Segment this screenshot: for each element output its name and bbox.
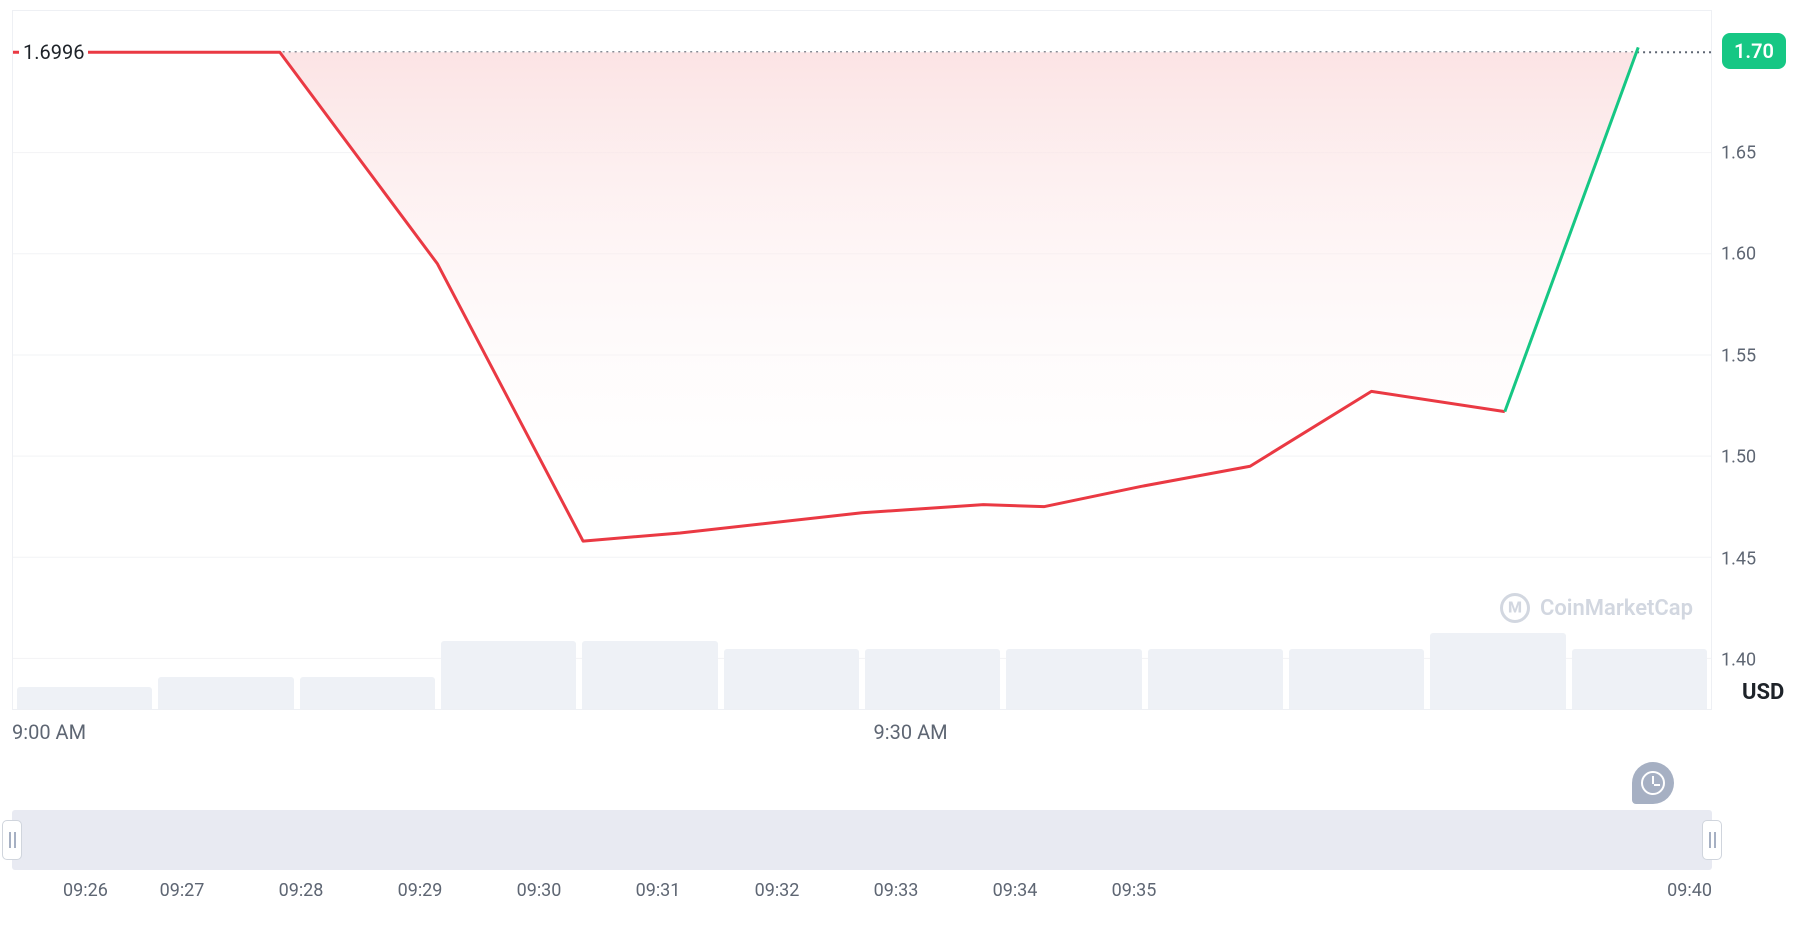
scrubber-left-handle[interactable]: [2, 820, 22, 860]
watermark-text: CoinMarketCap: [1540, 596, 1693, 621]
scrubber-tick-label: 09:32: [755, 880, 800, 901]
current-price-badge: 1.70: [1722, 33, 1786, 69]
volume-bar: [158, 677, 293, 709]
clock-icon: [1641, 771, 1665, 795]
volume-bar: [1289, 649, 1424, 709]
scrubber-tick-label: 09:31: [636, 880, 681, 901]
time-scrubber[interactable]: [12, 810, 1712, 870]
time-reset-button[interactable]: [1632, 762, 1674, 804]
volume-bar: [1572, 649, 1707, 709]
scrubber-right-handle[interactable]: [1702, 820, 1722, 860]
y-tick-label: 1.55: [1721, 345, 1756, 366]
y-tick-label: 1.65: [1721, 143, 1756, 164]
scrubber-tick-label: 09:34: [993, 880, 1038, 901]
watermark: CoinMarketCap: [1500, 593, 1693, 623]
scrubber-tick-label: 09:33: [874, 880, 919, 901]
volume-bars: [13, 609, 1711, 709]
y-tick-label: 1.50: [1721, 447, 1756, 468]
coinmarketcap-icon: [1500, 593, 1530, 623]
y-tick-label: 1.60: [1721, 244, 1756, 265]
scrubber-tick-label: 09:30: [517, 880, 562, 901]
x-tick-label: 9:30 AM: [874, 720, 948, 744]
volume-bar: [582, 641, 717, 709]
x-axis: 9:00 AM 9:30 AM: [12, 720, 1712, 760]
y-axis: 1.40 1.45 1.50 1.55 1.60 1.65: [1711, 11, 1791, 709]
scrubber-tick-label: 09:40: [1667, 880, 1712, 901]
volume-bar: [865, 649, 1000, 709]
scrubber-tick-label: 09:27: [160, 880, 205, 901]
volume-bar: [17, 687, 152, 709]
currency-label: USD: [1742, 680, 1784, 705]
volume-bar: [1148, 649, 1283, 709]
volume-bar: [1006, 649, 1141, 709]
reference-price-label: 1.6996: [19, 40, 88, 64]
y-tick-label: 1.40: [1721, 650, 1756, 671]
scrubber-tick-label: 09:35: [1112, 880, 1157, 901]
scrubber-tick-label: 09:29: [398, 880, 443, 901]
scrubber-tick-label: 09:26: [63, 880, 108, 901]
price-line: [13, 11, 1711, 709]
y-tick-label: 1.45: [1721, 548, 1756, 569]
current-price-value: 1.70: [1734, 39, 1774, 63]
volume-bar: [441, 641, 576, 709]
x-tick-label: 9:00 AM: [12, 720, 86, 744]
volume-bar: [1430, 633, 1565, 709]
volume-bar: [724, 649, 859, 709]
scrubber-tick-label: 09:28: [279, 880, 324, 901]
volume-bar: [300, 677, 435, 709]
price-chart[interactable]: CoinMarketCap 1.6996 1.401.451.501.551.6…: [12, 10, 1712, 710]
scrubber-axis: 09:26 09:27 09:28 09:29 09:30 09:31 09:32 09:33…: [12, 880, 1712, 910]
